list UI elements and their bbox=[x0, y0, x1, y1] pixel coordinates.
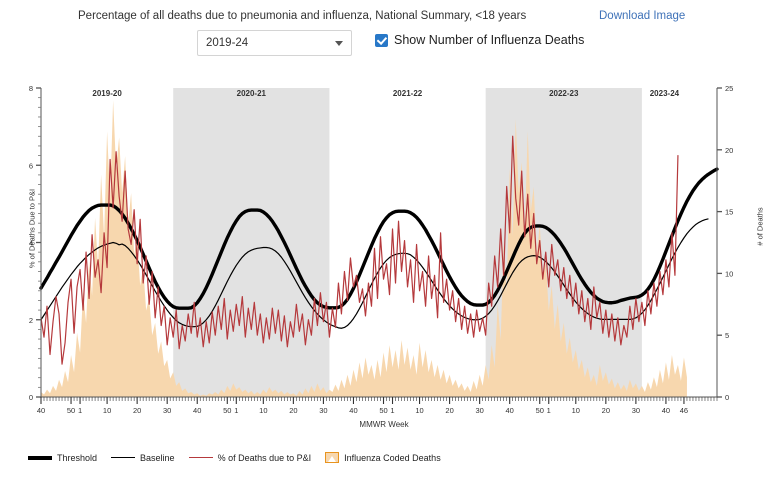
show-influenza-deaths-checkbox[interactable]: Show Number of Influenza Deaths bbox=[375, 33, 584, 47]
influenza-coded-deaths-area bbox=[41, 100, 687, 398]
x-ticklabel: 50 bbox=[536, 406, 544, 415]
season-label-2019-20: 2019-20 bbox=[92, 89, 122, 98]
x-ticklabel: 40 bbox=[506, 406, 514, 415]
chevron-down-icon bbox=[335, 40, 343, 46]
x-ticklabel: 1 bbox=[547, 406, 551, 415]
x-ticklabel: 1 bbox=[390, 406, 394, 415]
season-label-2020-21: 2020-21 bbox=[237, 89, 267, 98]
legend-item-pi: % of Deaths due to P&I bbox=[188, 452, 312, 463]
x-ticklabel: 1 bbox=[234, 406, 238, 415]
x-ticklabel: 10 bbox=[415, 406, 423, 415]
show-influenza-deaths-label: Show Number of Influenza Deaths bbox=[394, 33, 585, 47]
y-ticklabel-left-2: 2 bbox=[29, 316, 33, 325]
x-ticklabel: 40 bbox=[37, 406, 45, 415]
checkbox-checked-icon bbox=[375, 33, 388, 47]
x-ticklabel: 40 bbox=[193, 406, 201, 415]
y-ticklabel-right-5: 5 bbox=[725, 331, 729, 340]
legend-item-threshold: Threshold bbox=[28, 453, 97, 463]
x-ticklabel: 30 bbox=[163, 406, 171, 415]
x-ticklabel: 40 bbox=[349, 406, 357, 415]
x-ticklabel: 50 bbox=[67, 406, 75, 415]
page-title: Percentage of all deaths due to pneumoni… bbox=[78, 10, 527, 22]
chart-header: Percentage of all deaths due to pneumoni… bbox=[0, 0, 768, 72]
y-ticklabel-right-20: 20 bbox=[725, 146, 733, 155]
y-ticklabel-left-6: 6 bbox=[29, 161, 33, 170]
baseline-line-icon bbox=[111, 456, 136, 459]
series-line-of-deaths-due-to-p-i bbox=[40, 135, 679, 365]
pi-line-icon bbox=[188, 456, 213, 459]
legend-label-influenza-deaths: Influenza Coded Deaths bbox=[344, 452, 441, 463]
x-ticklabel: 10 bbox=[259, 406, 267, 415]
x-ticklabel: 10 bbox=[103, 406, 111, 415]
x-ticklabel: 30 bbox=[475, 406, 483, 415]
download-image-link[interactable]: Download Image bbox=[599, 10, 686, 22]
x-ticklabel: 30 bbox=[632, 406, 640, 415]
y-ticklabel-right-10: 10 bbox=[725, 269, 733, 278]
x-ticklabel: 20 bbox=[289, 406, 297, 415]
chart-svg: 2019-20 2020-21 2021-22 2022-23 2023-2402468… bbox=[29, 84, 734, 415]
y-ticklabel-left-4: 4 bbox=[29, 239, 33, 248]
season-label-2022-23: 2022-23 bbox=[549, 89, 579, 98]
season-label-2023-24: 2023-24 bbox=[650, 89, 680, 98]
x-ticklabel: 50 bbox=[223, 406, 231, 415]
legend-label-pi: % of Deaths due to P&I bbox=[217, 452, 312, 463]
y-ticklabel-left-0: 0 bbox=[29, 393, 33, 402]
y-ticklabel-right-0: 0 bbox=[725, 393, 729, 402]
x-ticklabel: 50 bbox=[379, 406, 387, 415]
chart-plot-area: % of Deaths Due to P&I # of Deaths MMWR … bbox=[0, 72, 768, 432]
legend-label-threshold: Threshold bbox=[57, 452, 98, 463]
x-ticklabel: 1 bbox=[78, 406, 82, 415]
y-axis-label-left: % of Deaths Due to P&I bbox=[27, 188, 37, 269]
x-ticklabel: 20 bbox=[133, 406, 141, 415]
x-ticklabel: 40 bbox=[662, 406, 670, 415]
legend-item-baseline: Baseline bbox=[111, 453, 175, 463]
legend-label-baseline: Baseline bbox=[140, 452, 175, 463]
season-band-2020-21 bbox=[173, 88, 330, 397]
y-ticklabel-right-25: 25 bbox=[725, 84, 733, 93]
y-ticklabel-left-8: 8 bbox=[29, 84, 33, 93]
y-axis-label-right: # of Deaths bbox=[755, 207, 765, 246]
x-ticklabel: 20 bbox=[602, 406, 610, 415]
influenza-area-icon bbox=[325, 452, 340, 463]
legend-item-influenza-deaths: Influenza Coded Deaths bbox=[325, 452, 441, 463]
y-ticklabel-right-15: 15 bbox=[725, 208, 733, 217]
season-select-value: 2019-24 bbox=[206, 37, 249, 49]
x-ticklabel: 20 bbox=[445, 406, 453, 415]
x-ticklabel: 30 bbox=[319, 406, 327, 415]
series-line-threshold bbox=[39, 167, 719, 310]
x-ticklabel: 46 bbox=[680, 406, 688, 415]
x-ticklabel: 10 bbox=[572, 406, 580, 415]
chart-legend: Threshold Baseline % of Deaths due to P&… bbox=[28, 452, 441, 463]
season-label-2021-22: 2021-22 bbox=[393, 89, 423, 98]
x-axis-label: MMWR Week bbox=[359, 420, 409, 429]
season-select[interactable]: 2019-24 bbox=[197, 30, 352, 56]
threshold-line-icon bbox=[28, 455, 52, 460]
